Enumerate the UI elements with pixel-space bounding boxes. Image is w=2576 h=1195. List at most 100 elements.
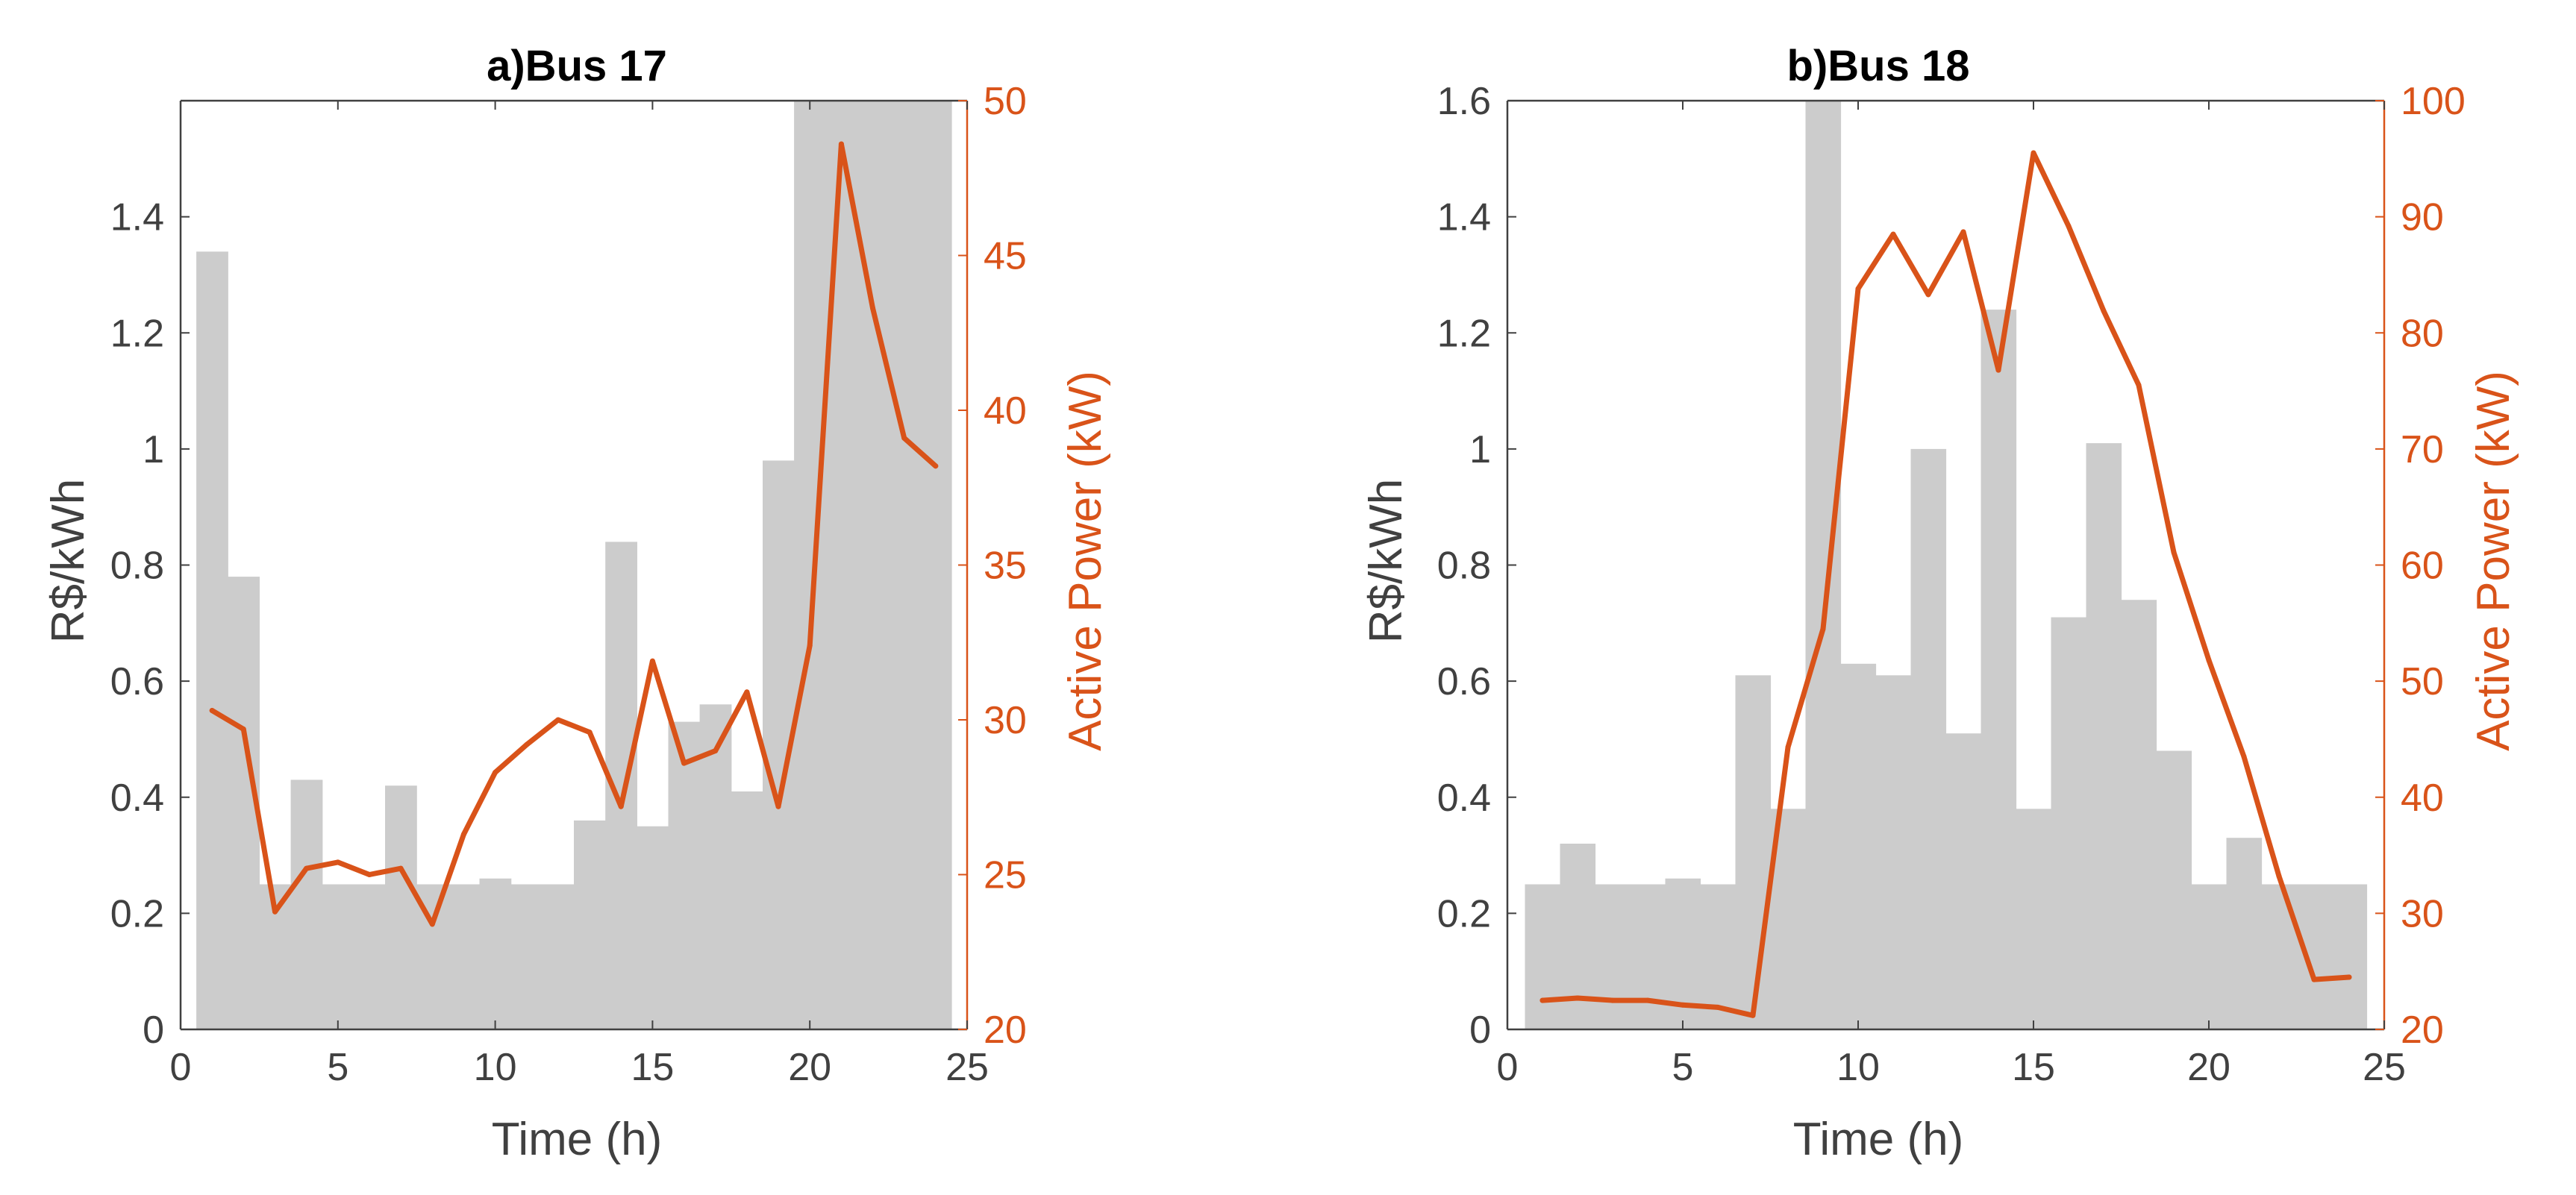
y2-tick-label: 50	[2401, 660, 2444, 703]
y-tick-label: 1.6	[1437, 80, 1491, 123]
y-tick-label: 0.8	[1437, 545, 1491, 588]
y2-tick-label: 30	[2401, 892, 2444, 935]
y2-tick-label: 40	[2401, 777, 2444, 820]
y2-tick-label: 45	[984, 235, 1027, 278]
line-point	[650, 659, 655, 664]
y2-tick-label: 90	[2401, 196, 2444, 239]
bar	[1806, 101, 1842, 1029]
line-point	[2066, 224, 2072, 229]
y-tick-label: 1.4	[110, 196, 164, 239]
x-tick-label: 15	[631, 1046, 674, 1089]
line-point	[1540, 998, 1545, 1003]
bar	[2227, 838, 2263, 1029]
chart-panel-b: 0 5 10 15 20 2500.20.40.60.811.21.41.62030405…	[1360, 42, 2519, 1165]
line-point	[555, 718, 560, 723]
bar	[1876, 675, 1912, 1029]
y2-tick-label: 80	[2401, 312, 2444, 355]
bar	[1525, 885, 1561, 1030]
bar	[1736, 675, 1772, 1029]
bar	[731, 791, 763, 1029]
y2-tick-label: 100	[2401, 80, 2466, 123]
bar	[511, 885, 543, 1030]
y-tick-label: 1.4	[1437, 196, 1491, 239]
line-point	[776, 804, 781, 809]
line-point	[1645, 998, 1651, 1003]
bar-series	[196, 101, 952, 1029]
x-tick-label: 0	[170, 1046, 192, 1089]
bar	[448, 885, 480, 1030]
y-tick-label: 0.2	[1437, 892, 1491, 935]
y2-tick-label: 60	[2401, 545, 2444, 588]
bar	[2016, 809, 2052, 1029]
line-point	[2136, 383, 2142, 388]
bar	[196, 251, 228, 1029]
y-tick-label: 0	[143, 1009, 164, 1052]
y2-tick-label: 50	[984, 80, 1027, 123]
bar	[480, 879, 512, 1029]
line-point	[304, 866, 309, 871]
bar	[543, 885, 575, 1030]
bar	[1841, 664, 1877, 1029]
line-point	[1681, 1003, 1686, 1008]
x-tick-label: 0	[1497, 1046, 1519, 1089]
x-axis-label: Time (h)	[492, 1114, 662, 1165]
bar	[574, 821, 606, 1029]
line-point	[2347, 975, 2352, 980]
line-point	[807, 643, 813, 648]
y-tick-label: 0	[1469, 1009, 1491, 1052]
line-point	[839, 142, 844, 147]
line-point	[2207, 658, 2212, 663]
bar	[825, 101, 857, 1029]
line-point	[2031, 151, 2036, 156]
x-tick-label: 25	[945, 1046, 989, 1089]
line-point	[241, 727, 246, 732]
line-point	[210, 708, 215, 713]
y2-tick-label: 25	[984, 854, 1027, 897]
line-point	[367, 872, 372, 877]
bar	[1595, 885, 1631, 1030]
bar	[322, 885, 354, 1030]
x-axis-label: Time (h)	[1793, 1114, 1963, 1165]
line-point	[2101, 308, 2107, 313]
y2-tick-label: 20	[984, 1009, 1027, 1052]
y2-tick-label: 20	[2401, 1009, 2444, 1052]
x-tick-label: 15	[2012, 1046, 2055, 1089]
bar	[1981, 310, 2017, 1029]
y-tick-label: 1	[1469, 428, 1491, 471]
bar	[1911, 449, 1947, 1029]
line-point	[461, 832, 466, 837]
line-point	[901, 436, 907, 441]
y-tick-label: 0.6	[110, 660, 164, 703]
y-tick-label: 1	[143, 428, 164, 471]
y-tick-label: 1.2	[110, 312, 164, 355]
line-point	[1716, 1005, 1721, 1010]
bar	[2122, 600, 2157, 1029]
y-axis-label: R$/kWh	[1360, 479, 1412, 643]
y-tick-label: 0.6	[1437, 660, 1491, 703]
bar	[1631, 885, 1666, 1030]
bar	[2297, 885, 2333, 1030]
line-point	[2242, 754, 2247, 759]
line-point	[524, 742, 529, 747]
bar	[920, 101, 952, 1029]
line-point	[398, 866, 404, 871]
y2-tick-label: 35	[984, 545, 1027, 588]
y2-tick-label: 40	[984, 389, 1027, 433]
line-point	[681, 761, 687, 766]
y-tick-label: 1.2	[1437, 312, 1491, 355]
bar	[291, 780, 323, 1029]
line-point	[493, 770, 498, 775]
bar	[385, 785, 417, 1029]
bar	[637, 827, 669, 1029]
line-point	[1891, 232, 1896, 237]
chart-title: b)Bus 18	[1787, 42, 1970, 90]
line-point	[1786, 744, 1791, 750]
line-point	[2172, 550, 2177, 555]
y-tick-label: 0.2	[110, 892, 164, 935]
line-point	[870, 306, 875, 311]
line-point	[1821, 627, 1826, 632]
chart-panel-a: 0 5 10 15 20 2500.20.40.60.811.21.42025303540…	[43, 42, 1111, 1165]
y-tick-label: 0.4	[110, 777, 164, 820]
y-tick-label: 0.8	[110, 545, 164, 588]
